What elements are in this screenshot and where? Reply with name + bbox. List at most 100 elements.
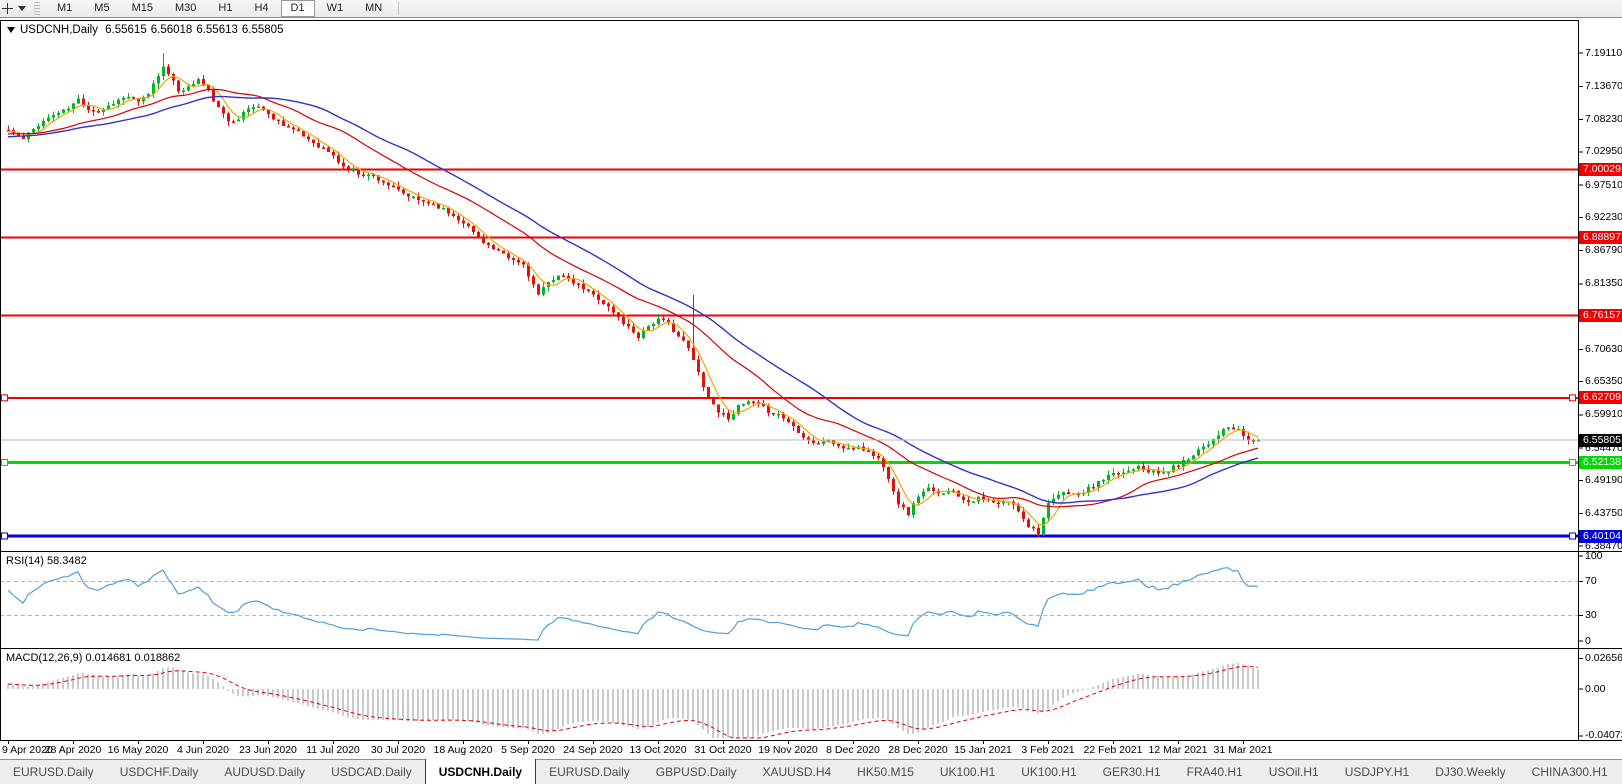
tab-china300-h1[interactable]: CHINA300.H1: [1531, 765, 1608, 779]
candle-body: [242, 111, 245, 120]
candle-body: [312, 139, 315, 143]
pane-borders: [0, 20, 1622, 741]
price-axis-tick: 6.81350: [1585, 277, 1622, 290]
candle-body: [207, 84, 210, 89]
tab-audusd-daily[interactable]: AUDUSD.Daily: [224, 765, 306, 779]
candle-body: [787, 418, 790, 423]
tab-ger30-h1[interactable]: GER30.H1: [1102, 765, 1161, 779]
macd-bar: [1227, 664, 1229, 689]
macd-bar: [152, 673, 154, 689]
candle-body: [622, 317, 625, 324]
macd-bar: [317, 689, 319, 709]
macd-bar: [902, 689, 904, 731]
macd-bar: [347, 689, 349, 718]
level-lines-group: [0, 168, 1578, 538]
candle-body: [297, 129, 300, 132]
line-handle-right-6.40104[interactable]: [1569, 532, 1576, 540]
macd-bar: [167, 667, 169, 689]
candle-body: [402, 189, 405, 194]
line-handle-right-6.62709[interactable]: [1569, 394, 1576, 402]
candle-body: [732, 414, 735, 420]
candle-body: [697, 359, 700, 373]
price-axis-tick: 6.97510: [1585, 178, 1622, 191]
macd-bar: [1107, 680, 1109, 689]
tab-xauusd-h4[interactable]: XAUUSD.H4: [762, 765, 832, 779]
candle-body: [477, 231, 480, 237]
macd-bar: [107, 676, 109, 689]
candle-body: [1087, 486, 1090, 494]
candle-body: [22, 135, 25, 139]
candle-body: [212, 88, 215, 102]
macd-bar: [1212, 668, 1214, 689]
toolbar-grip[interactable]: [34, 2, 40, 15]
candle-body: [72, 103, 75, 110]
tab-usdjpy-h1[interactable]: USDJPY.H1: [1344, 765, 1410, 779]
macd-bar: [787, 689, 789, 729]
chart-collapse-icon[interactable]: [7, 27, 15, 33]
macd-bar: [162, 668, 164, 689]
tab-eurusd-daily[interactable]: EURUSD.Daily: [13, 765, 94, 779]
line-handle-right-6.52138[interactable]: [1569, 458, 1576, 466]
toolbar-dropdown-icon[interactable]: [18, 6, 26, 11]
macd-bar: [942, 689, 944, 722]
candle-body: [97, 111, 100, 113]
macd-bar: [472, 689, 474, 723]
macd-bar: [952, 689, 954, 718]
macd-bar: [452, 689, 454, 721]
timeframe-button-mn[interactable]: MN: [365, 2, 383, 14]
timeframe-button-m5[interactable]: M5: [94, 2, 110, 14]
candle-body: [527, 264, 530, 277]
macd-bar: [507, 689, 509, 728]
tab-uk100-h1[interactable]: UK100.H1: [1021, 765, 1077, 779]
timeframe-button-m30[interactable]: M30: [174, 2, 197, 14]
timeframe-button-m1[interactable]: M1: [57, 2, 73, 14]
line-handle-left-6.52138[interactable]: [1, 458, 8, 466]
timeframe-button-h4[interactable]: H4: [254, 2, 269, 14]
tab-eurusd-daily[interactable]: EURUSD.Daily: [549, 765, 630, 779]
timeframe-button-m15[interactable]: M15: [131, 2, 153, 14]
candle-body: [1057, 495, 1060, 499]
tab-usoil-h1[interactable]: USOil.H1: [1268, 765, 1319, 779]
ma-line-mid: [7, 88, 1259, 508]
candle-body: [542, 286, 545, 295]
candle-body: [1117, 473, 1120, 475]
candle-body: [1172, 465, 1175, 472]
tab-usdchf-daily[interactable]: USDCHF.Daily: [119, 765, 199, 779]
macd-bar: [1072, 689, 1074, 694]
timeframe-button-h1[interactable]: H1: [218, 2, 233, 14]
macd-bar: [1027, 689, 1029, 711]
macd-bar: [802, 689, 804, 729]
timeframe-button-d1[interactable]: D1: [280, 0, 315, 17]
ohlc-close: 6.55805: [241, 24, 284, 36]
candle-body: [522, 262, 525, 265]
tab-hk50-m15[interactable]: HK50.M15: [857, 765, 914, 779]
candle-body: [367, 174, 370, 176]
macd-bar: [402, 689, 404, 721]
candle-body: [922, 491, 925, 497]
candle-body: [682, 336, 685, 341]
macd-bar: [1142, 674, 1144, 689]
tab-dj30-weekly[interactable]: DJ30.Weekly: [1435, 765, 1506, 779]
timeframe-button-w1[interactable]: W1: [326, 2, 344, 14]
tab-gbpusd-daily[interactable]: GBPUSD.Daily: [655, 765, 737, 779]
macd-bar: [837, 689, 839, 726]
cursor-crosshair-icon[interactable]: [1, 2, 14, 15]
tab-usdcnh-daily[interactable]: USDCNH.Daily: [424, 759, 537, 784]
macd-bar: [707, 689, 709, 734]
candle-body: [712, 397, 715, 405]
line-handle-left-6.40104[interactable]: [1, 532, 8, 540]
line-handle-left-6.62709[interactable]: [1, 394, 8, 402]
macd-bar: [212, 679, 214, 689]
candle-body: [122, 98, 125, 101]
tab-fra40-h1[interactable]: FRA40.H1: [1186, 765, 1243, 779]
candle-body: [77, 98, 80, 104]
macd-bar: [292, 689, 294, 703]
candle-body: [722, 412, 725, 415]
tab-usdcad-daily[interactable]: USDCAD.Daily: [331, 765, 412, 779]
candle-body: [272, 113, 275, 120]
candle-body: [442, 207, 445, 210]
tab-uk100-h1[interactable]: UK100.H1: [939, 765, 996, 779]
candle-body: [1082, 493, 1085, 495]
macd-bar: [542, 689, 544, 734]
